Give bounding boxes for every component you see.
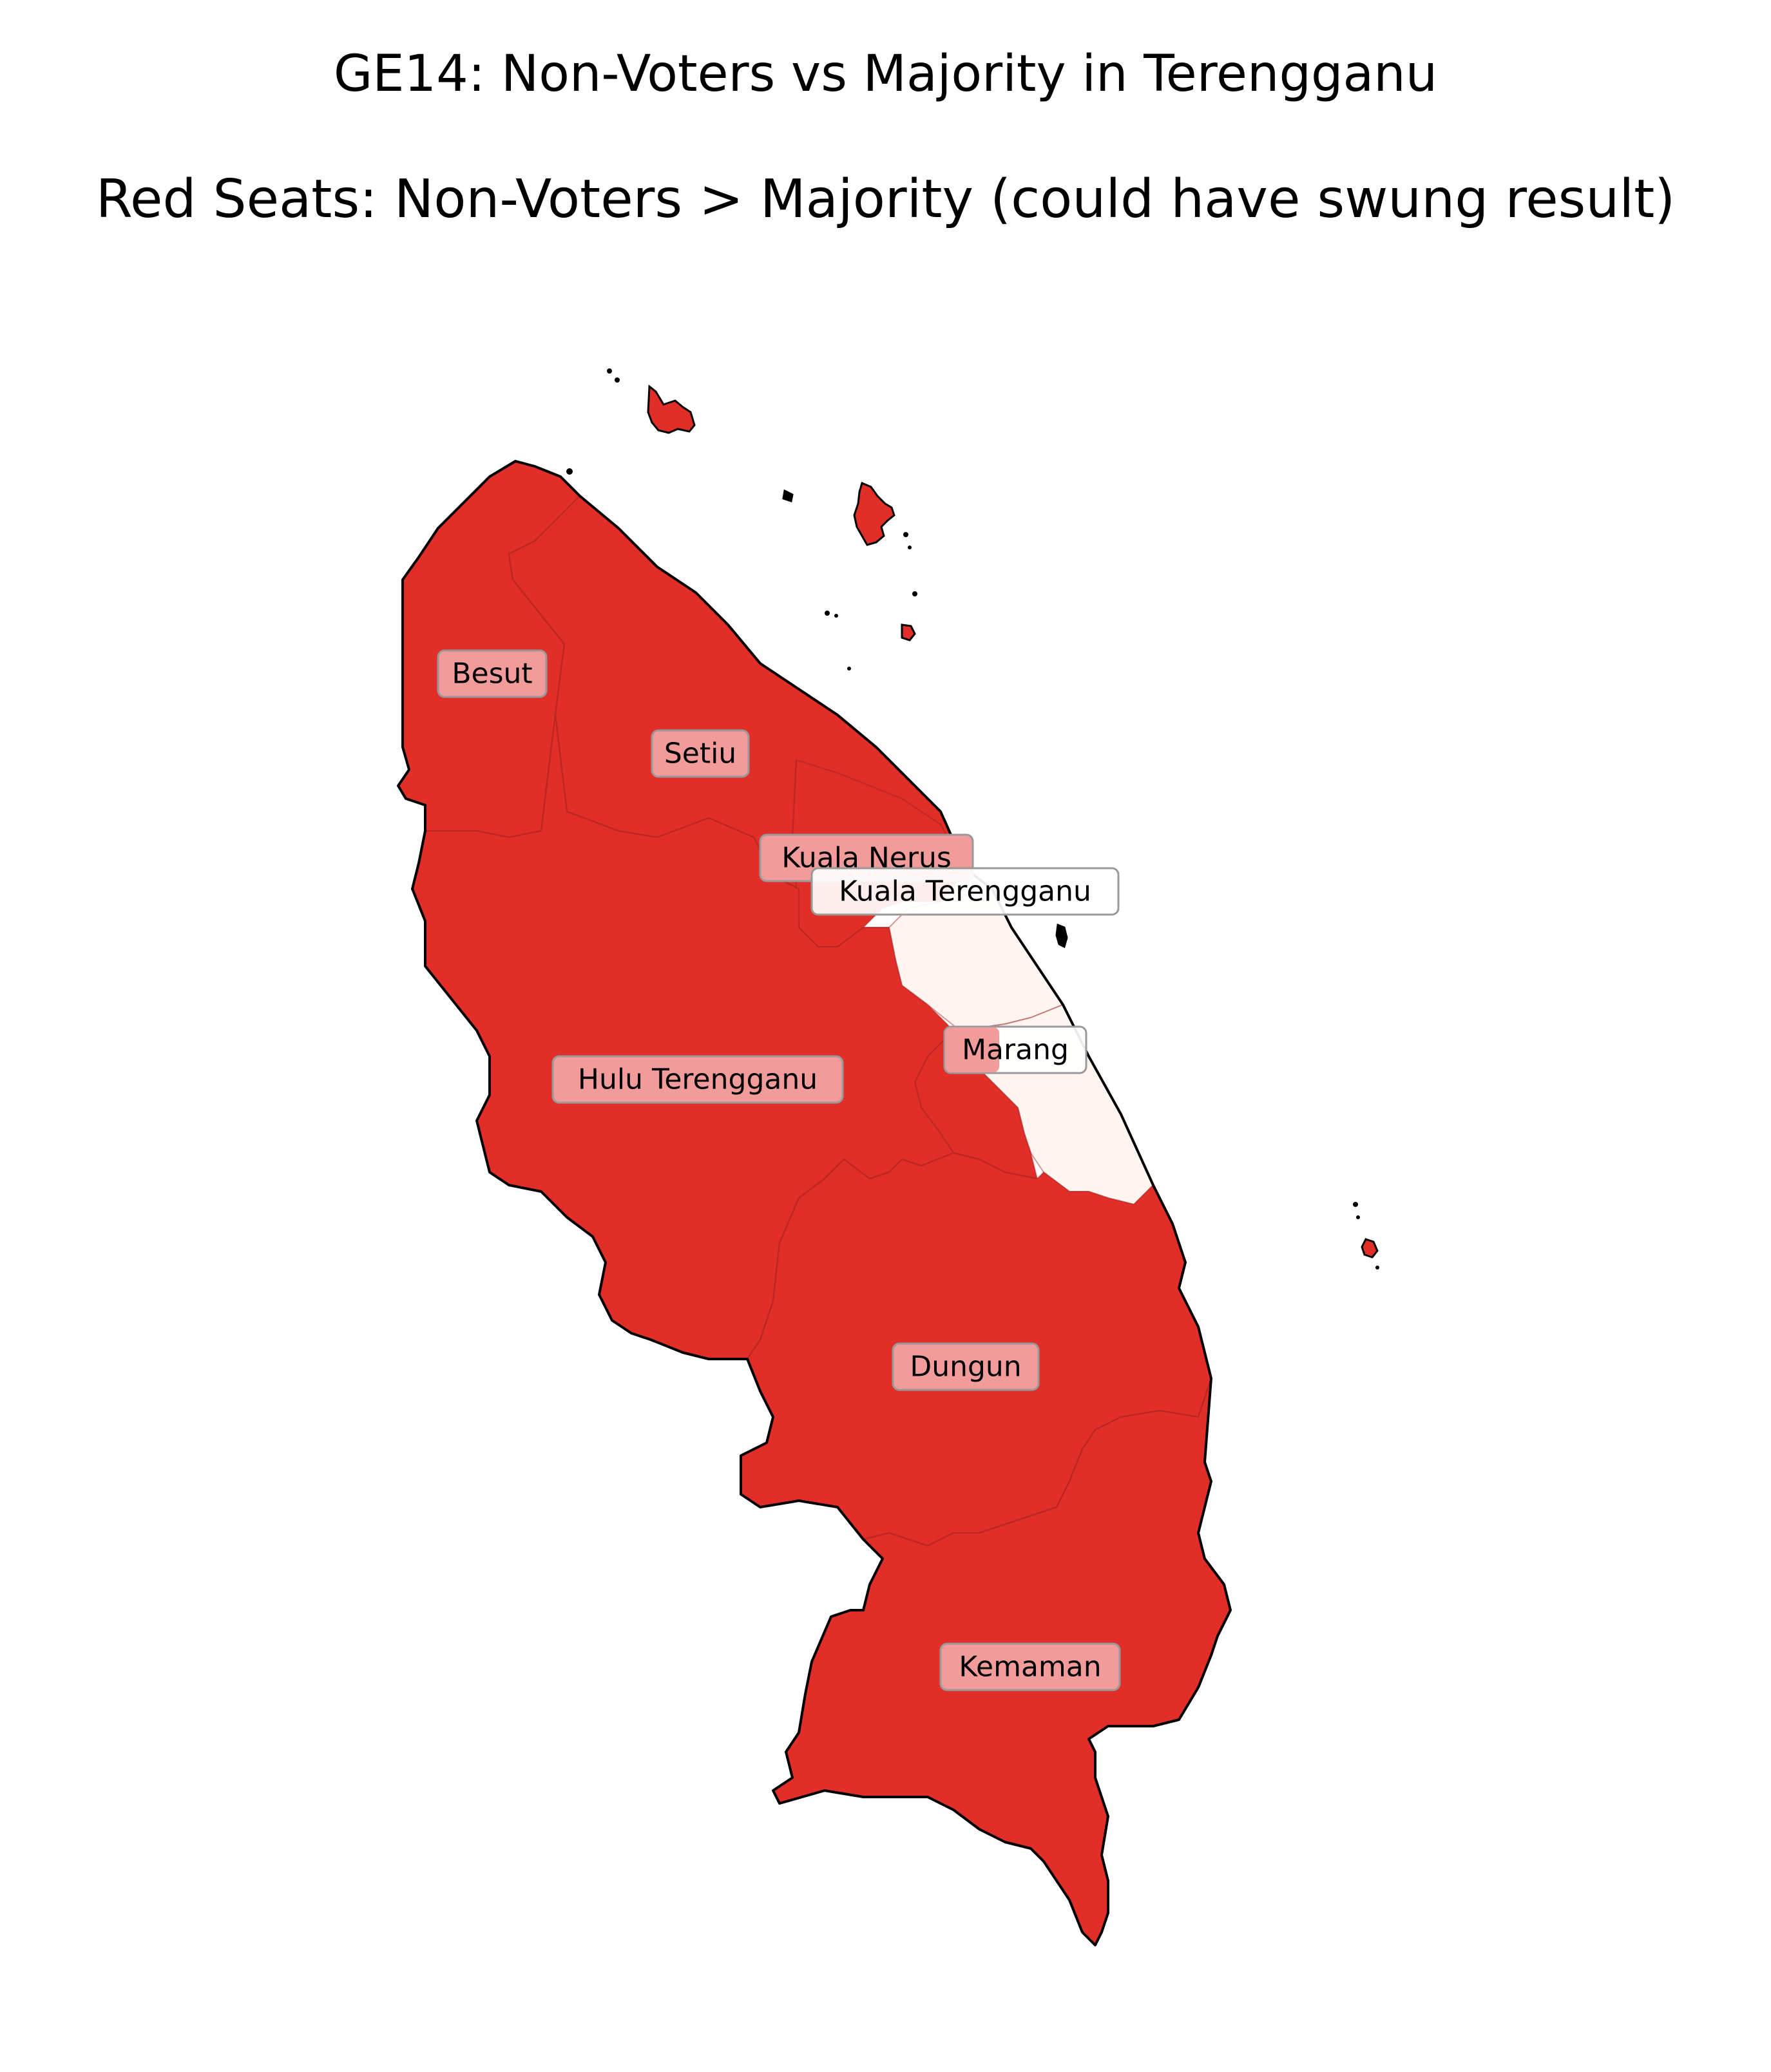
islet — [834, 614, 838, 618]
island-kapas — [1055, 923, 1068, 949]
label-marang: Marang — [943, 1025, 1087, 1074]
islet — [903, 532, 908, 537]
islet — [615, 377, 620, 383]
islet — [825, 611, 830, 616]
islet — [908, 546, 912, 549]
island-redang — [853, 481, 895, 546]
district-labels: Besut Setiu Kuala Nerus Kuala Terengganu… — [437, 649, 1121, 1691]
islet — [847, 667, 851, 670]
islet — [912, 591, 917, 596]
label-besut-text: Besut — [452, 658, 532, 690]
label-dungun-text: Dungun — [910, 1351, 1021, 1383]
label-hulu-terengganu-text: Hulu Terengganu — [578, 1063, 818, 1096]
map-title: GE14: Non-Voters vs Majority in Terengga… — [333, 45, 1438, 103]
island-bidong — [782, 489, 794, 502]
islet — [1356, 1215, 1360, 1219]
islet — [1353, 1202, 1358, 1207]
label-hulu-terengganu: Hulu Terengganu — [551, 1055, 844, 1104]
label-kuala-terengganu-text: Kuala Terengganu — [839, 875, 1091, 908]
internal-borders — [425, 540, 1212, 1547]
label-dungun: Dungun — [892, 1342, 1040, 1391]
label-setiu: Setiu — [651, 729, 750, 778]
label-marang-text: Marang — [962, 1034, 1069, 1067]
label-besut: Besut — [437, 649, 548, 698]
islands — [566, 368, 1379, 1269]
island-tenggol — [1361, 1238, 1379, 1259]
island-perhentian — [647, 384, 696, 434]
label-kuala-terengganu: Kuala Terengganu — [810, 867, 1120, 916]
island-lang-tengah — [901, 623, 916, 642]
islet — [607, 368, 612, 374]
label-setiu-text: Setiu — [664, 737, 736, 770]
islet — [566, 468, 573, 475]
label-kemaman: Kemaman — [939, 1642, 1121, 1691]
islet — [1375, 1266, 1379, 1269]
map-subtitle: Red Seats: Non-Voters > Majority (could … — [95, 169, 1676, 230]
state-outline — [397, 460, 1232, 1946]
label-kemaman-text: Kemaman — [959, 1651, 1101, 1684]
